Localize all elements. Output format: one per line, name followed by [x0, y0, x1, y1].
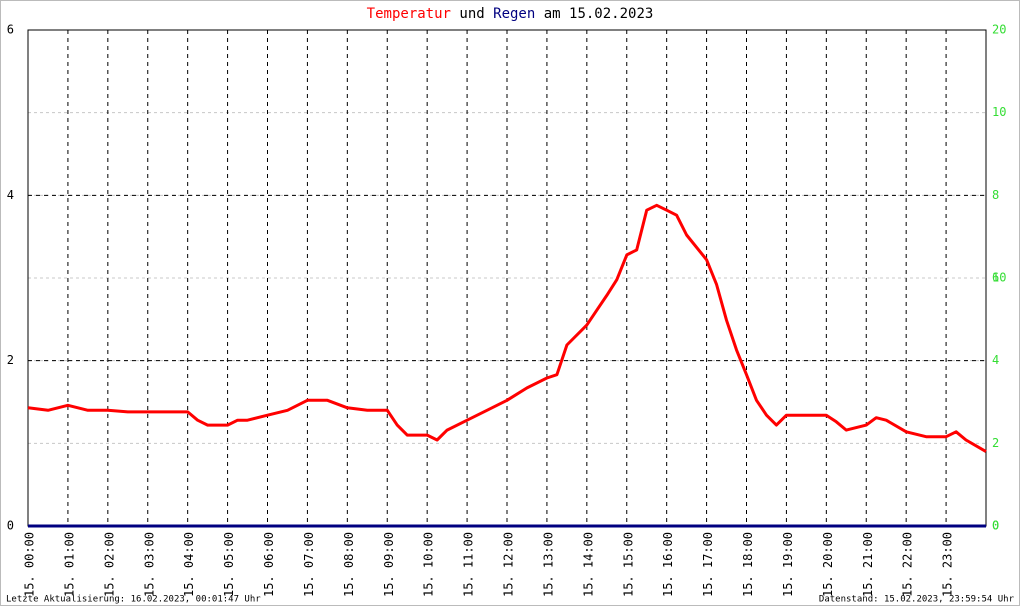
y3-tick-label: 10 [992, 271, 1006, 285]
x-tick-label: 15. 13:00 [541, 532, 555, 597]
footer-left: Letzte Aktualisierung: 16.02.2023, 00:01… [6, 595, 261, 605]
y2-tick-label: 0 [992, 519, 999, 533]
x-tick-label: 15. 04:00 [182, 532, 196, 597]
x-tick-label: 15. 18:00 [741, 532, 755, 597]
x-tick-label: 15. 07:00 [302, 532, 316, 597]
y-tick-label: 4 [7, 188, 14, 202]
y2-tick-label: 6 [992, 271, 999, 285]
x-tick-label: 15. 08:00 [342, 532, 356, 597]
line [27, 203, 987, 453]
y2-tick-label: 2 [992, 436, 999, 450]
x-tick-label: 15. 03:00 [142, 532, 156, 597]
x-tick-label: 15. 12:00 [502, 532, 516, 597]
x-tick-label: 15. 21:00 [861, 532, 875, 597]
x-tick-label: 15. 05:00 [222, 532, 236, 597]
x-tick-label: 15. 17:00 [701, 532, 715, 597]
x-tick-label: 15. 09:00 [382, 532, 396, 597]
y-tick-label: 6 [7, 23, 14, 37]
x-tick-label: 15. 15:00 [621, 532, 635, 597]
y2-tick-label: 4 [992, 353, 999, 367]
y3-tick-label: 0 [992, 519, 999, 533]
y-tick-label: 2 [7, 353, 14, 367]
x-tick-label: 15. 06:00 [262, 532, 276, 597]
title-part: Regen [493, 6, 535, 22]
y2-tick-label: 8 [992, 188, 999, 202]
x-tick-label: 15. 20:00 [821, 532, 835, 597]
x-tick-label: 15. 19:00 [781, 532, 795, 597]
x-tick-label: 15. 01:00 [62, 532, 76, 597]
title-part: Temperatur [367, 6, 451, 22]
title-part: und [459, 6, 484, 22]
y3-tick-label: 20 [992, 23, 1006, 37]
x-tick-label: 15. 11:00 [462, 532, 476, 597]
y2-tick-label: 10 [992, 105, 1006, 119]
x-tick-label: 15. 22:00 [901, 532, 915, 597]
chart-title: Temperatur und Regen am 15.02.2023 [367, 6, 654, 22]
y-tick-label: 0 [7, 519, 14, 533]
footer-right: Datenstand: 15.02.2023, 23:59:54 Uhr [819, 595, 1015, 605]
x-tick-label: 15. 14:00 [581, 532, 595, 597]
x-tick-label: 15. 02:00 [102, 532, 116, 597]
x-tick-label: 15. 00:00 [23, 532, 37, 597]
x-tick-label: 15. 10:00 [422, 532, 436, 597]
x-tick-label: 15. 16:00 [661, 532, 675, 597]
title-part: am 15.02.2023 [544, 6, 654, 22]
x-tick-label: 15. 23:00 [941, 532, 955, 597]
